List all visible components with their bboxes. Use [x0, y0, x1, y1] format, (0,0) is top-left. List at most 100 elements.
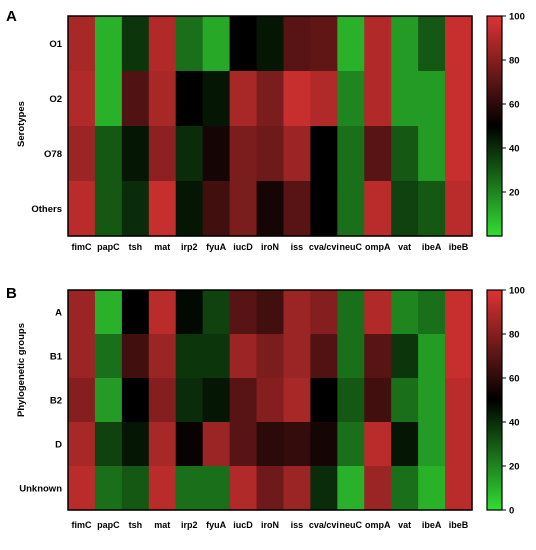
heatmap-cell [148, 334, 177, 379]
colorbar-segment [487, 164, 502, 167]
colorbar-segment [487, 160, 502, 163]
heatmap-cell [121, 334, 150, 379]
colorbar-segment [487, 470, 502, 473]
colorbar-segment [487, 314, 502, 317]
colorbar-segment [487, 128, 502, 131]
colorbar-segment [487, 394, 502, 397]
panel-a-column-label: tsh [129, 242, 143, 252]
colorbar-segment [487, 20, 502, 23]
panel-b-letter: B [6, 285, 17, 302]
colorbar-segment [487, 386, 502, 389]
colorbar-segment [487, 88, 502, 91]
colorbar-segment [487, 364, 502, 367]
panel-a-colorbar-frame [486, 15, 503, 237]
heatmap-cell [175, 466, 204, 511]
colorbar-segment [487, 98, 502, 101]
heatmap-cell [148, 422, 177, 467]
heatmap-cell [148, 466, 177, 511]
colorbar-segment [487, 432, 502, 435]
colorbar-segment [487, 298, 502, 301]
colorbar-segment [487, 86, 502, 89]
colorbar-segment [487, 172, 502, 175]
heatmap-cell [391, 422, 419, 467]
heatmap-cell [229, 71, 258, 127]
colorbar-segment [487, 476, 502, 479]
colorbar-segment [487, 80, 502, 83]
colorbar-segment [487, 308, 502, 311]
heatmap-cell [283, 16, 311, 72]
colorbar-segment [487, 474, 502, 477]
heatmap-cell [418, 334, 446, 379]
heatmap-cell [68, 378, 96, 423]
heatmap-cell [445, 378, 473, 423]
panel-b-colorbar: 0 20 40 60 80 100 [486, 286, 525, 517]
colorbar-segment [487, 450, 502, 453]
heatmap-cell [68, 126, 96, 182]
heatmap-cell [391, 16, 419, 72]
heatmap-cell [364, 181, 392, 237]
colorbar-segment [487, 354, 502, 357]
colorbar-segment [487, 112, 502, 115]
heatmap-cell [283, 334, 311, 379]
colorbar-segment [487, 406, 502, 409]
heatmap-cell [121, 126, 150, 182]
heatmap-cell [364, 334, 392, 379]
colorbar-segment [487, 488, 502, 491]
colorbar-segment [487, 416, 502, 419]
colorbar-segment [487, 196, 502, 199]
heatmap-cell [256, 422, 285, 467]
colorbar-segment [487, 124, 502, 127]
colorbar-segment [487, 332, 502, 335]
colorbar-segment [487, 42, 502, 45]
heatmap-cell [229, 126, 258, 182]
colorbar-segment [487, 158, 502, 161]
colorbar-segment [487, 382, 502, 385]
colorbar-segment [487, 118, 502, 121]
colorbar-segment [487, 442, 502, 445]
panel-b-column-label: iss [291, 520, 304, 530]
heatmap-cell [391, 466, 419, 511]
panel-a-colorbar-gradient [487, 16, 502, 237]
colorbar-segment [487, 304, 502, 307]
colorbar-segment [487, 412, 502, 415]
colorbar-segment [487, 360, 502, 363]
colorbar-segment [487, 174, 502, 177]
colorbar-segment [487, 182, 502, 185]
panel-b-colorbar-frame [486, 289, 503, 511]
heatmap-cell [391, 71, 419, 127]
colorbar-segment [487, 378, 502, 381]
heatmap-cell [256, 290, 285, 335]
colorbar-segment [487, 494, 502, 497]
panel-b-colorbar-gradient [487, 290, 502, 511]
colorbar-segment [487, 116, 502, 119]
heatmap-cell [391, 126, 419, 182]
panel-b-column-label: iroN [261, 520, 279, 530]
panel-b-column-label: fimC [71, 520, 92, 530]
colorbar-segment [487, 490, 502, 493]
panel-a: A Serotypes O1 O2 O78 Others fimC papC t… [6, 8, 525, 252]
heatmap-cell [202, 181, 231, 237]
panel-a-column-label: papC [97, 242, 120, 252]
colorbar-segment [487, 132, 502, 135]
colorbar-segment [487, 162, 502, 165]
heatmap-cell [391, 334, 419, 379]
heatmap-cell [256, 126, 285, 182]
panel-a-row-label: Others [31, 204, 62, 215]
panel-a-column-label: fyuA [206, 242, 227, 252]
heatmap-cell [391, 378, 419, 423]
colorbar-segment [487, 114, 502, 117]
heatmap-cell [256, 71, 285, 127]
heatmap-cell [337, 466, 365, 511]
panel-b-row-label: B1 [50, 352, 63, 363]
colorbar-segment [487, 152, 502, 155]
colorbar-segment [487, 350, 502, 353]
panel-a-cells [68, 16, 473, 237]
panel-a-column-label: iss [291, 242, 304, 252]
panel-b-column-labels: fimC papC tsh mat irp2 fyuA iucD iroN is… [71, 520, 468, 530]
heatmap-cell [283, 181, 311, 237]
heatmap-cell [94, 466, 123, 511]
colorbar-segment [487, 228, 502, 231]
heatmap-cell [391, 181, 419, 237]
colorbar-segment [487, 96, 502, 99]
heatmap-cell [337, 181, 365, 237]
